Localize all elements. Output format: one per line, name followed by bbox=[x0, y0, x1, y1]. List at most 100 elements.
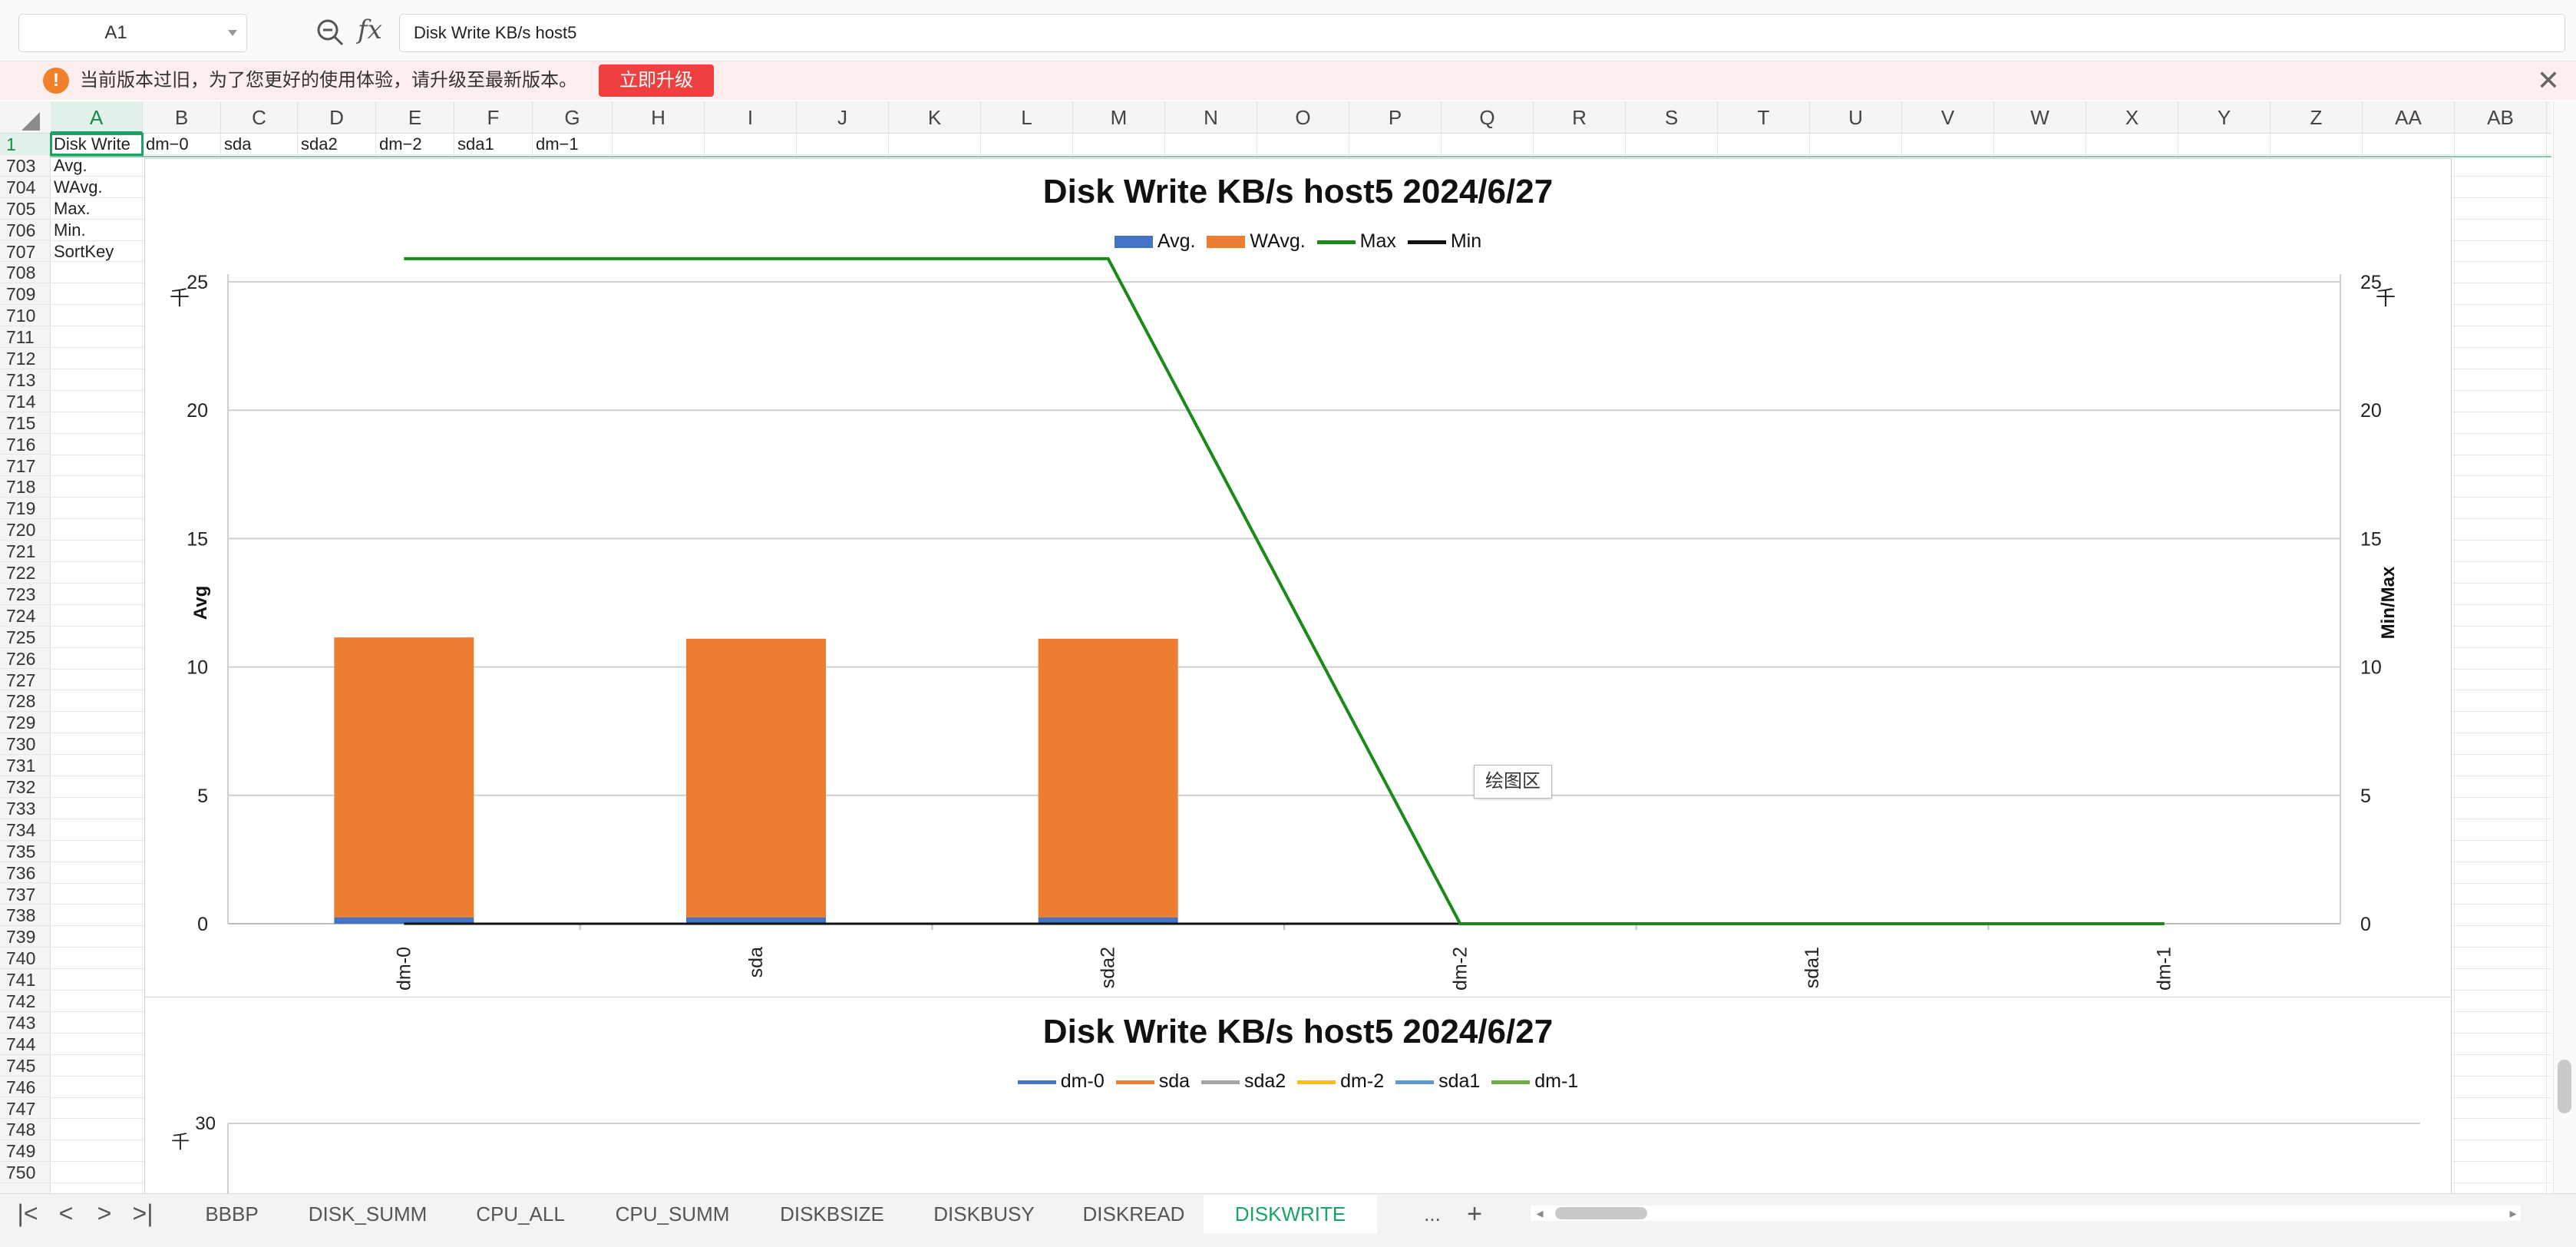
row-header-725[interactable]: 725 bbox=[0, 627, 51, 648]
row-header-716[interactable]: 716 bbox=[0, 434, 51, 455]
row-header-749[interactable]: 749 bbox=[0, 1140, 51, 1163]
first-sheet-icon[interactable]: |< bbox=[17, 1199, 38, 1227]
row-header-735[interactable]: 735 bbox=[0, 841, 51, 862]
chart-disk-write-series[interactable]: Disk Write KB/s host5 2024/6/27 dm-0 sda… bbox=[144, 997, 2452, 1197]
row-header-742[interactable]: 742 bbox=[0, 991, 51, 1012]
row-header-709[interactable]: 709 bbox=[0, 283, 51, 306]
cell-label[interactable]: Avg. bbox=[54, 155, 88, 175]
column-header-y[interactable]: Y bbox=[2178, 101, 2271, 134]
zoom-icon[interactable] bbox=[315, 17, 345, 48]
column-header-t[interactable]: T bbox=[1718, 101, 1810, 134]
row-header-719[interactable]: 719 bbox=[0, 498, 51, 520]
column-header-p[interactable]: P bbox=[1349, 101, 1442, 134]
prev-sheet-icon[interactable]: < bbox=[58, 1199, 74, 1227]
row-header-705[interactable]: 705 bbox=[0, 198, 51, 220]
column-header-i[interactable]: I bbox=[705, 101, 797, 134]
cell-row1-header[interactable]: sda2 bbox=[301, 134, 338, 154]
column-header-r[interactable]: R bbox=[1534, 101, 1626, 134]
row-header-747[interactable]: 747 bbox=[0, 1098, 51, 1120]
row-header-740[interactable]: 740 bbox=[0, 948, 51, 970]
horizontal-scrollbar[interactable] bbox=[1531, 1206, 2521, 1221]
row-header-722[interactable]: 722 bbox=[0, 562, 51, 584]
tab-diskread[interactable]: DISKREAD bbox=[1082, 1202, 1185, 1226]
column-header-c[interactable]: C bbox=[221, 101, 298, 134]
cell-row1-header[interactable]: dm−0 bbox=[146, 134, 189, 154]
tab-diskwrite[interactable]: DISKWRITE bbox=[1204, 1195, 1377, 1233]
select-all-corner[interactable] bbox=[21, 112, 40, 131]
row-header-703[interactable]: 703 bbox=[0, 155, 51, 177]
row-header-721[interactable]: 721 bbox=[0, 541, 51, 562]
row-header-715[interactable]: 715 bbox=[0, 412, 51, 434]
column-header-d[interactable]: D bbox=[298, 101, 376, 134]
column-header-l[interactable]: L bbox=[981, 101, 1073, 134]
close-icon[interactable]: ✕ bbox=[2536, 64, 2561, 96]
row-header-732[interactable]: 732 bbox=[0, 776, 51, 798]
add-sheet-button[interactable]: + bbox=[1467, 1199, 1482, 1229]
row-header-724[interactable]: 724 bbox=[0, 605, 51, 627]
row-header-748[interactable]: 748 bbox=[0, 1119, 51, 1141]
tab-bbbp[interactable]: BBBP bbox=[205, 1202, 259, 1226]
column-header-w[interactable]: W bbox=[1994, 101, 2086, 134]
row-header-731[interactable]: 731 bbox=[0, 755, 51, 776]
column-header-u[interactable]: U bbox=[1810, 101, 1902, 134]
cell-row1-header[interactable]: sda bbox=[224, 134, 252, 154]
row-header-736[interactable]: 736 bbox=[0, 862, 51, 884]
cell-label[interactable]: Min. bbox=[54, 220, 86, 240]
cell-row1-header[interactable]: sda1 bbox=[457, 134, 494, 154]
row-header-733[interactable]: 733 bbox=[0, 798, 51, 819]
column-header-j[interactable]: J bbox=[797, 101, 889, 134]
column-header-a[interactable]: A bbox=[51, 101, 143, 134]
last-sheet-icon[interactable]: >| bbox=[132, 1199, 154, 1227]
column-header-f[interactable]: F bbox=[454, 101, 533, 134]
cell-row1-header[interactable]: dm−2 bbox=[379, 134, 422, 154]
column-header-k[interactable]: K bbox=[889, 101, 981, 134]
tab-diskbsize[interactable]: DISKBSIZE bbox=[780, 1202, 884, 1226]
scroll-right-icon[interactable]: ▸ bbox=[2509, 1206, 2517, 1221]
column-header-e[interactable]: E bbox=[376, 101, 454, 134]
vertical-scrollbar[interactable] bbox=[2553, 101, 2576, 1193]
row-header-720[interactable]: 720 bbox=[0, 519, 51, 541]
tab-diskbusy[interactable]: DISKBUSY bbox=[933, 1202, 1035, 1226]
row-header-729[interactable]: 729 bbox=[0, 712, 51, 734]
row-header-714[interactable]: 714 bbox=[0, 391, 51, 412]
vertical-scroll-thumb[interactable] bbox=[2558, 1060, 2571, 1113]
column-header-m[interactable]: M bbox=[1073, 101, 1165, 134]
row-header-1[interactable]: 1 bbox=[0, 134, 51, 155]
chevron-down-icon[interactable] bbox=[228, 30, 237, 36]
horizontal-scroll-thumb[interactable] bbox=[1555, 1207, 1647, 1219]
chart-disk-write-summary[interactable]: Disk Write KB/s host5 2024/6/27 Avg. WAv… bbox=[144, 158, 2452, 998]
row-header-704[interactable]: 704 bbox=[0, 177, 51, 198]
column-header-aa[interactable]: AA bbox=[2363, 101, 2455, 134]
cell-reference[interactable]: A1 bbox=[104, 22, 127, 43]
cell-a1[interactable]: Disk Write bbox=[54, 134, 130, 154]
row-header-710[interactable]: 710 bbox=[0, 305, 51, 327]
row-header-741[interactable]: 741 bbox=[0, 969, 51, 991]
row-header-707[interactable]: 707 bbox=[0, 241, 51, 263]
row-header-738[interactable]: 738 bbox=[0, 905, 51, 927]
column-header-x[interactable]: X bbox=[2086, 101, 2178, 134]
column-header-n[interactable]: N bbox=[1165, 101, 1257, 134]
row-header-723[interactable]: 723 bbox=[0, 584, 51, 605]
cell-label[interactable]: SortKey bbox=[54, 241, 114, 261]
cell-label[interactable]: WAvg. bbox=[54, 177, 103, 197]
upgrade-button[interactable]: 立即升级 bbox=[599, 64, 714, 97]
row-header-745[interactable]: 745 bbox=[0, 1055, 51, 1077]
column-header-z[interactable]: Z bbox=[2271, 101, 2363, 134]
cell-row1-header[interactable]: dm−1 bbox=[536, 134, 579, 154]
column-header-o[interactable]: O bbox=[1257, 101, 1349, 134]
row-header-728[interactable]: 728 bbox=[0, 690, 51, 713]
scroll-left-icon[interactable]: ◂ bbox=[1536, 1206, 1544, 1221]
cell-label[interactable]: Max. bbox=[54, 198, 91, 218]
row-header-744[interactable]: 744 bbox=[0, 1034, 51, 1055]
row-header-712[interactable]: 712 bbox=[0, 348, 51, 369]
row-header-708[interactable]: 708 bbox=[0, 262, 51, 284]
column-header-s[interactable]: S bbox=[1626, 101, 1718, 134]
name-box[interactable]: A1 bbox=[18, 14, 247, 52]
row-header-718[interactable]: 718 bbox=[0, 476, 51, 498]
row-header-717[interactable]: 717 bbox=[0, 455, 51, 477]
row-header-711[interactable]: 711 bbox=[0, 326, 51, 348]
function-icon[interactable]: fx bbox=[358, 15, 382, 45]
next-sheet-icon[interactable]: > bbox=[97, 1199, 112, 1227]
column-header-h[interactable]: H bbox=[613, 101, 705, 134]
row-header-706[interactable]: 706 bbox=[0, 220, 51, 241]
